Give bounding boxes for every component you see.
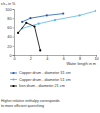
legend-swatch — [10, 79, 17, 80]
x-tick-label: 2 — [30, 57, 32, 61]
y-tick: 20 — [7, 45, 14, 49]
series-marker — [29, 17, 31, 19]
legend-marker — [12, 78, 14, 80]
y-tick-mark — [13, 46, 15, 47]
series-marker — [54, 19, 56, 21]
caption: to more efficient quenching — [1, 104, 44, 108]
series-marker — [46, 14, 48, 16]
y-axis-title: ε/ε₀ in % — [1, 2, 16, 6]
legend-item: Copper drum - diameter 31 cm — [10, 71, 71, 75]
x-tick: 10 — [94, 55, 98, 61]
caption: Higher relative enthalpy corresponds — [1, 99, 60, 103]
x-tick-label: 10 — [94, 57, 98, 61]
y-tick: 100 — [5, 8, 14, 12]
x-axis-title: Water length in m — [66, 62, 96, 66]
legend-item: Copper drum - diameter 51 cm — [10, 78, 71, 82]
x-tick-label: 6 — [63, 57, 65, 61]
legend-item: Iron drum - diameter 21 cm — [10, 84, 65, 88]
y-tick-label: 40 — [7, 35, 11, 39]
y-tick: 60 — [7, 26, 14, 30]
y-tick: 40 — [7, 35, 14, 39]
series-line — [18, 23, 40, 51]
y-tick-label: 60 — [7, 26, 11, 30]
legend-label: Iron drum - diameter 21 cm — [19, 84, 65, 88]
x-tick: 2 — [30, 55, 32, 61]
y-tick-label: 80 — [7, 17, 11, 21]
legend-swatch — [10, 73, 17, 74]
x-tick: 6 — [63, 55, 65, 61]
series-marker — [39, 49, 41, 51]
series-marker — [33, 25, 35, 27]
legend-marker — [12, 85, 14, 87]
y-tick-mark — [13, 9, 15, 10]
legend-label: Copper drum - diameter 51 cm — [19, 78, 71, 82]
series-marker — [79, 14, 81, 16]
series-marker — [38, 23, 40, 25]
x-tick-label: 4 — [46, 57, 48, 61]
y-tick-mark — [13, 27, 15, 28]
y-tick-mark — [13, 18, 15, 19]
series-marker — [62, 12, 64, 14]
x-tick: 4 — [46, 55, 48, 61]
y-axis-line — [13, 10, 15, 56]
legend: Copper drum - diameter 31 cm Copper drum … — [10, 71, 71, 88]
series-marker — [17, 32, 19, 34]
plot-area — [17, 10, 96, 52]
x-tick: 0 — [13, 55, 15, 61]
series-marker — [25, 22, 27, 24]
y-tick-label: 100 — [5, 8, 11, 12]
y-tick-label: 20 — [7, 45, 11, 49]
y-tick-mark — [13, 55, 15, 56]
x-axis-line — [15, 56, 97, 57]
y-tick-mark — [13, 37, 15, 38]
x-tick-label: 0 — [13, 57, 15, 61]
x-axis: 0 2 4 6 8 10 — [13, 55, 98, 61]
legend-marker — [12, 72, 14, 74]
x-tick: 8 — [79, 55, 81, 61]
legend-label: Copper drum - diameter 31 cm — [19, 71, 71, 75]
x-tick-label: 8 — [79, 57, 81, 61]
chart: 0246810020406080100ε/ε₀ in %Water length… — [0, 0, 100, 113]
y-tick-label: 0 — [9, 54, 11, 58]
legend-swatch — [10, 86, 17, 87]
y-axis: 0 20 40 60 80 100 — [5, 8, 14, 58]
series-marker — [95, 10, 96, 12]
y-tick: 0 — [9, 54, 14, 58]
series-line — [22, 14, 63, 22]
series-marker — [21, 21, 23, 23]
y-tick: 80 — [7, 17, 14, 21]
